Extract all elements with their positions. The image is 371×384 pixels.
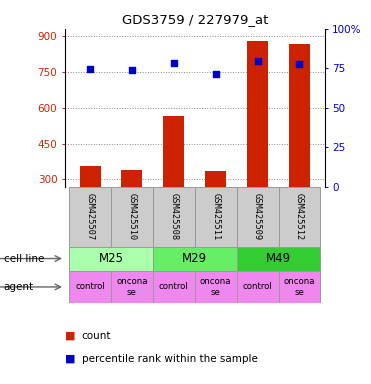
Bar bbox=[247, 41, 268, 187]
Bar bbox=[279, 271, 321, 303]
Text: oncona
se: oncona se bbox=[284, 277, 315, 297]
Text: M49: M49 bbox=[266, 252, 291, 265]
Bar bbox=[205, 171, 226, 187]
Bar bbox=[111, 271, 153, 303]
Bar bbox=[80, 166, 101, 187]
Bar bbox=[195, 271, 237, 303]
Text: control: control bbox=[159, 283, 189, 291]
Text: ■: ■ bbox=[65, 331, 75, 341]
Bar bbox=[121, 170, 142, 187]
Text: count: count bbox=[82, 331, 111, 341]
Bar bbox=[279, 187, 321, 247]
Text: M29: M29 bbox=[182, 252, 207, 265]
Text: agent: agent bbox=[4, 282, 34, 292]
Bar bbox=[195, 187, 237, 247]
Bar bbox=[153, 187, 195, 247]
Bar bbox=[237, 187, 279, 247]
Bar bbox=[69, 271, 111, 303]
Point bbox=[213, 71, 219, 77]
Text: GSM425507: GSM425507 bbox=[86, 193, 95, 240]
Text: M25: M25 bbox=[99, 252, 124, 265]
Text: GSM425509: GSM425509 bbox=[253, 193, 262, 240]
Bar bbox=[237, 271, 279, 303]
Point bbox=[171, 60, 177, 66]
Text: oncona
se: oncona se bbox=[200, 277, 232, 297]
Bar bbox=[111, 187, 153, 247]
Text: control: control bbox=[243, 283, 272, 291]
Bar bbox=[289, 44, 310, 187]
Text: GSM425511: GSM425511 bbox=[211, 193, 220, 240]
Text: ■: ■ bbox=[65, 354, 75, 364]
Text: GSM425512: GSM425512 bbox=[295, 193, 304, 240]
Point bbox=[87, 66, 93, 72]
Bar bbox=[69, 247, 153, 271]
Text: GSM425508: GSM425508 bbox=[169, 193, 178, 240]
Text: oncona
se: oncona se bbox=[116, 277, 148, 297]
Bar bbox=[237, 247, 321, 271]
Bar bbox=[153, 271, 195, 303]
Bar bbox=[69, 187, 111, 247]
Text: percentile rank within the sample: percentile rank within the sample bbox=[82, 354, 257, 364]
Bar bbox=[163, 116, 184, 187]
Text: GSM425510: GSM425510 bbox=[128, 193, 137, 240]
Point bbox=[255, 58, 260, 64]
Title: GDS3759 / 227979_at: GDS3759 / 227979_at bbox=[122, 13, 268, 26]
Point bbox=[296, 60, 302, 66]
Point bbox=[129, 67, 135, 73]
Bar bbox=[153, 247, 237, 271]
Text: control: control bbox=[75, 283, 105, 291]
Text: cell line: cell line bbox=[4, 253, 44, 263]
